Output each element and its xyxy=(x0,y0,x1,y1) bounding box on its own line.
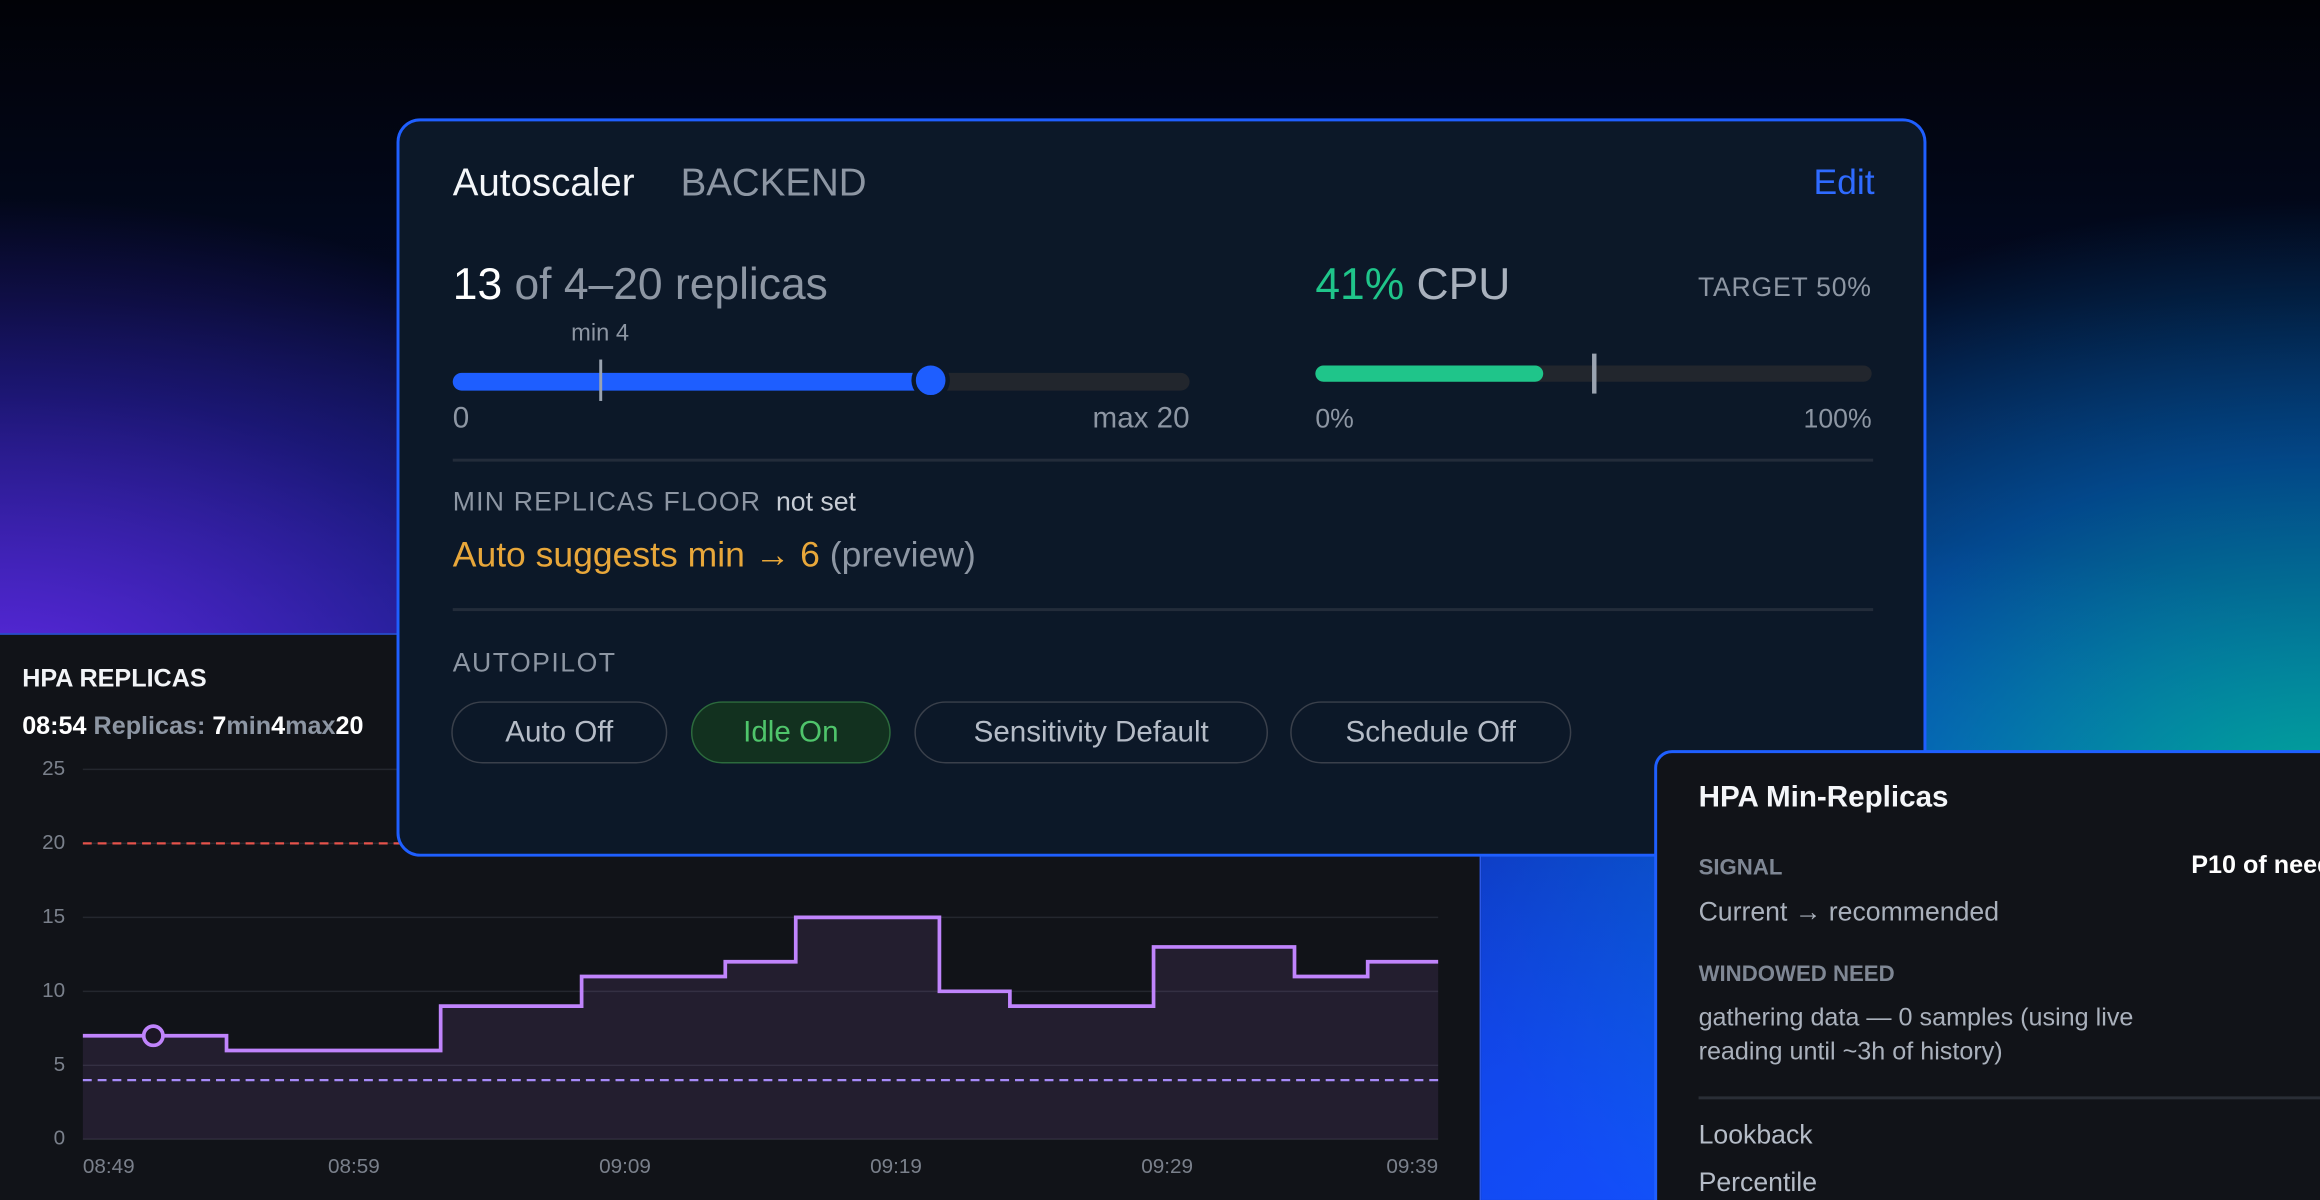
card-title: Autoscaler xyxy=(452,159,635,205)
autopilot-button[interactable]: Schedule Off xyxy=(1290,701,1572,764)
side-title: HPA Min-Replicas xyxy=(1698,781,1949,814)
tooltip-value: 4 xyxy=(271,711,286,740)
autopilot-button[interactable]: Sensitivity Default xyxy=(914,701,1269,764)
tooltip-label: max xyxy=(285,711,336,740)
tooltip: 08:54 Replicas: 7min4max20 xyxy=(22,712,363,742)
suggestion-text: Auto suggests min → xyxy=(452,535,791,576)
autopilot-label: AUTOPILOT xyxy=(452,648,617,678)
autopilot-button[interactable]: Auto Off xyxy=(451,701,668,764)
cpu-target-label: TARGET 50% xyxy=(1698,272,1872,302)
divider xyxy=(1698,1096,2320,1099)
chart-title: HPA REPLICAS xyxy=(22,664,207,693)
replica-track: min 4 xyxy=(452,321,1190,401)
windowed-text: gathering data — 0 samples (using live r… xyxy=(1698,1003,2134,1066)
cpu-end-label: 100% xyxy=(1803,403,1872,434)
cpu-fill xyxy=(1315,365,1544,382)
divider xyxy=(452,608,1874,611)
replica-current: 13 xyxy=(452,260,503,310)
side-row: Lookback xyxy=(1698,1120,1813,1150)
y-tick-label: 0 xyxy=(54,1127,66,1150)
floor-label: MIN REPLICAS FLOOR xyxy=(452,486,762,517)
x-tick-label: 09:39 xyxy=(1386,1155,1438,1178)
cpu-start-label: 0% xyxy=(1315,403,1354,434)
cpu-value: 41% xyxy=(1315,260,1405,310)
y-tick-label: 5 xyxy=(54,1053,66,1076)
y-tick-label: 25 xyxy=(42,757,65,780)
suggestion-note: (preview) xyxy=(829,535,976,576)
replica-start-label: 0 xyxy=(452,402,470,436)
side-panel: HPA Min-Replicas SIGNAL P10 of need Curr… xyxy=(1654,750,2320,1200)
floor-status: not set xyxy=(775,486,856,517)
tooltip-label: min xyxy=(226,711,272,740)
x-tick-label: 08:59 xyxy=(328,1155,380,1178)
area xyxy=(82,917,1439,1140)
replica-summary: 13 of 4–20 replicas xyxy=(453,260,828,310)
y-tick-label: 10 xyxy=(42,979,65,1002)
side-row: Percentile xyxy=(1698,1167,1818,1197)
cpu-summary: 41% CPU xyxy=(1315,260,1510,310)
y-tick-label: 20 xyxy=(42,831,65,854)
suggestion-value: 6 xyxy=(800,535,820,576)
signal-text: Current → recommended xyxy=(1698,896,2000,927)
replica-fill xyxy=(452,372,932,391)
x-tick-label: 09:29 xyxy=(1141,1155,1193,1178)
autopilot-button[interactable]: Idle On xyxy=(690,701,891,764)
autoscaler-card: Autoscaler BACKEND Edit 13 of 4–20 repli… xyxy=(396,118,1927,857)
replica-thumb xyxy=(911,360,951,399)
hover-point xyxy=(141,1024,165,1048)
cpu-unit: CPU xyxy=(1416,260,1511,310)
tooltip-value: 7 xyxy=(212,711,227,740)
card-subtitle: BACKEND xyxy=(680,159,867,205)
floor-row: MIN REPLICAS FLOOR not set xyxy=(453,487,856,518)
cpu-target xyxy=(1592,353,1596,394)
x-tick-label: 09:19 xyxy=(870,1155,922,1178)
x-tick-label: 09:09 xyxy=(599,1155,651,1178)
edit-button[interactable]: Edit xyxy=(1813,162,1875,203)
line xyxy=(82,915,1439,1053)
divider xyxy=(452,458,1874,461)
tooltip-label: Replicas: xyxy=(93,711,206,740)
y-tick-label: 15 xyxy=(42,905,65,928)
min-label: min 4 xyxy=(571,321,630,347)
suggestion: Auto suggests min → 6 (preview) xyxy=(453,536,976,577)
x-tick-label: 08:49 xyxy=(83,1155,135,1178)
replica-summary-text: of 4–20 replicas xyxy=(514,260,828,310)
min-marker xyxy=(598,359,603,401)
signal-value: P10 of need xyxy=(2191,850,2320,879)
windowed-label: WINDOWED NEED xyxy=(1698,961,1895,987)
cpu-track xyxy=(1315,353,1872,394)
replica-end-label: max 20 xyxy=(1092,402,1190,436)
tooltip-time: 08:54 xyxy=(22,711,87,740)
signal-label: SIGNAL xyxy=(1698,855,1783,881)
tooltip-value: 20 xyxy=(335,711,364,740)
